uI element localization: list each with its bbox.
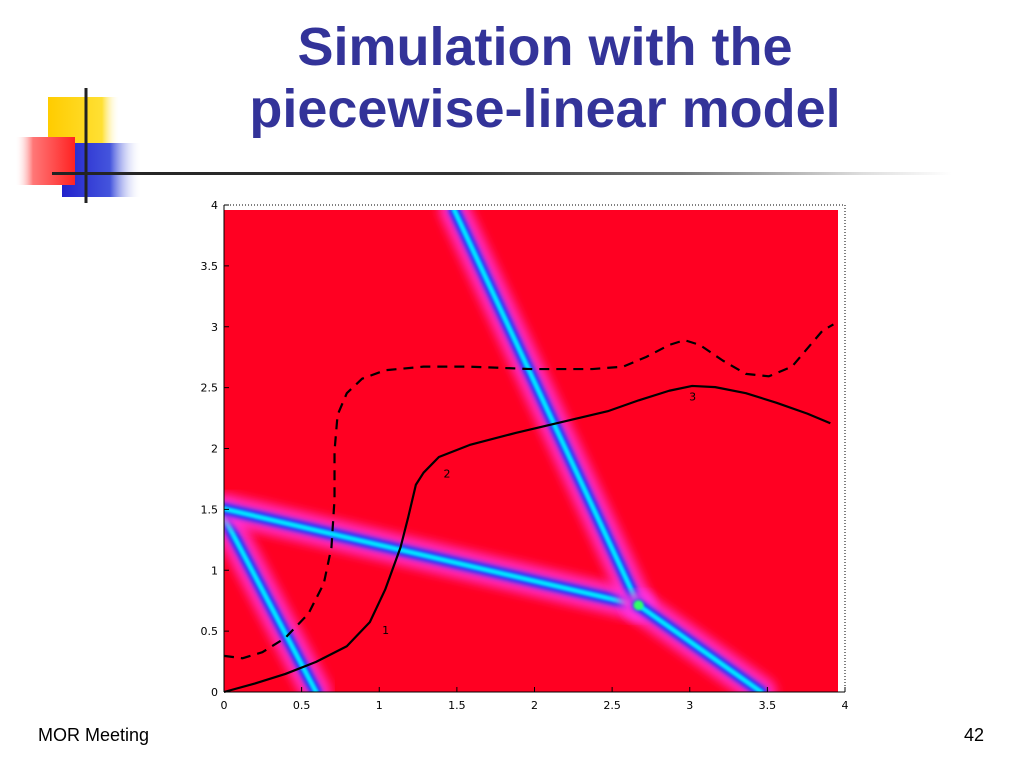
y-tick-label: 2.5 <box>201 382 219 395</box>
page-number: 42 <box>963 725 984 745</box>
y-tick-label: 1.5 <box>201 503 219 516</box>
x-tick-label: 2 <box>531 699 538 712</box>
y-tick-label: 3 <box>211 321 218 334</box>
ridge-core <box>451 210 641 608</box>
y-tick-label: 1 <box>211 564 218 577</box>
x-tick-label: 1.5 <box>448 699 466 712</box>
heatmap-ridge <box>224 502 332 692</box>
slide-decoration <box>0 0 240 220</box>
curve-label: 2 <box>444 468 451 481</box>
slide-title: Simulation with the piecewise-linear mod… <box>150 16 940 140</box>
dashed-curve <box>223 323 834 660</box>
x-tick-label: 1 <box>376 699 383 712</box>
y-tick-label: 3.5 <box>201 260 219 273</box>
ridge-core <box>224 506 641 608</box>
heatmap-ridge <box>439 210 654 621</box>
heatmap-background <box>224 210 838 692</box>
ridge-core <box>224 514 319 692</box>
x-tick-label: 2.5 <box>603 699 621 712</box>
title-divider <box>52 172 952 175</box>
decorative-squares-icon <box>15 88 142 203</box>
x-tick-label: 0.5 <box>293 699 311 712</box>
x-tick-label: 3 <box>686 699 693 712</box>
y-tick-label: 0.5 <box>201 625 219 638</box>
solid-curve <box>223 384 831 694</box>
slide-title-line-2: piecewise-linear model <box>249 79 841 139</box>
slide-title-line-1: Simulation with the <box>297 17 793 77</box>
x-tick-label: 4 <box>842 699 849 712</box>
curve-label: 1 <box>382 624 389 637</box>
y-tick-label: 2 <box>211 443 218 456</box>
curve-label: 3 <box>689 390 696 403</box>
x-tick-label: 0 <box>221 699 228 712</box>
heatmap-ridge <box>623 590 777 692</box>
footer-text: MOR Meeting <box>38 725 150 745</box>
y-tick-label: 4 <box>211 199 218 212</box>
heatmap-ridge <box>224 493 654 621</box>
ridge-junction <box>633 600 644 611</box>
y-tick-label: 0 <box>211 686 218 699</box>
x-tick-label: 3.5 <box>759 699 777 712</box>
ridge-core <box>635 602 764 692</box>
